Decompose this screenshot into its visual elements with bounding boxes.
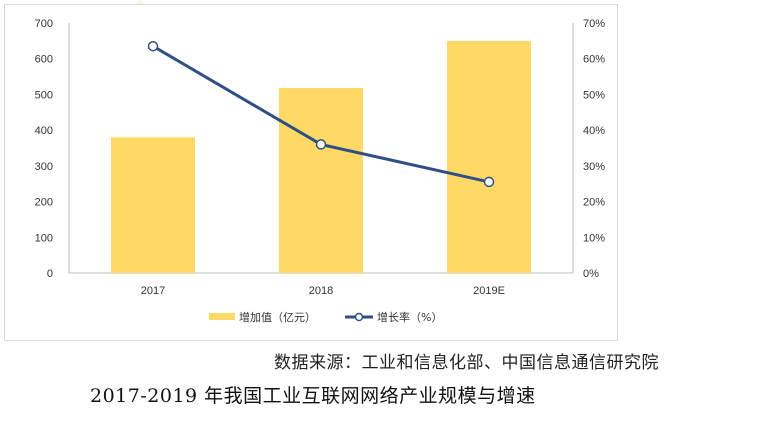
left-tick-label: 100 — [35, 232, 53, 244]
right-tick-label: 0% — [583, 268, 599, 280]
left-tick-label: 700 — [35, 18, 53, 30]
right-tick-label: 20% — [583, 197, 605, 209]
bar — [447, 40, 531, 273]
growth-point — [483, 176, 495, 188]
legend-bar-swatch — [209, 313, 235, 320]
left-tick-label: 200 — [35, 197, 53, 209]
right-tick-label: 30% — [583, 161, 605, 173]
figure-caption: 2017-2019 年我国工业互联网网络产业规模与增速 — [90, 385, 536, 407]
right-tick-label: 10% — [583, 232, 605, 244]
x-tick-label: 2018 — [309, 285, 333, 297]
left-tick-label: 500 — [35, 89, 53, 101]
x-tick-label: 2017 — [141, 285, 165, 297]
data-source-note: 数据来源：工业和信息化部、中国信息通信研究院 — [274, 353, 659, 373]
left-tick-label: 400 — [35, 125, 53, 137]
chart-canvas: 0 100 200 300 400 500 600 700 0% 10% 20% 30% 40% 50% 6… — [35, 18, 606, 324]
bar — [111, 137, 195, 273]
right-tick-label: 60% — [583, 54, 605, 66]
right-tick-label: 40% — [583, 125, 605, 137]
growth-point — [147, 40, 159, 52]
legend-line-label: 增长率（%） — [377, 310, 442, 324]
left-tick-label: 0 — [47, 268, 53, 280]
chart-frame: 0 100 200 300 400 500 600 700 0% 10% 20% 30% 40% 50% 6… — [4, 4, 618, 341]
legend-bar-label: 增加值（亿元） — [239, 310, 316, 324]
bar — [279, 88, 363, 273]
right-tick-label: 50% — [583, 89, 605, 101]
growth-point — [315, 139, 327, 150]
legend-line-marker — [354, 312, 364, 322]
x-tick-label: 2019E — [473, 285, 505, 297]
left-tick-label: 600 — [35, 54, 53, 66]
left-tick-label: 300 — [35, 161, 53, 173]
right-tick-label: 70% — [583, 18, 605, 30]
